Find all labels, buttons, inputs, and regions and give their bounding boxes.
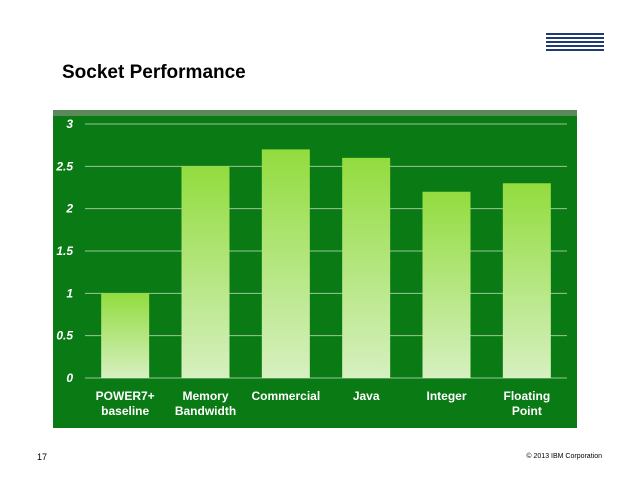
bar (181, 166, 230, 378)
slide-title: Socket Performance (62, 62, 246, 83)
y-tick-label: 1.5 (56, 244, 73, 258)
category-label: Bandwidth (175, 404, 236, 418)
bar (342, 157, 391, 378)
chart-top-band (53, 110, 577, 116)
bar (502, 183, 551, 378)
copyright-notice: © 2013 IBM Corporation (526, 453, 602, 460)
y-tick-label: 1 (66, 286, 73, 300)
category-label: Java (353, 389, 380, 403)
ibm-logo: IBM (546, 32, 604, 54)
y-tick-label: 0.5 (56, 329, 73, 343)
ibm-logo-text: IBM (553, 32, 597, 54)
y-axis: 0 0.5 1 1.5 2 2.5 3 (55, 117, 73, 385)
category-label: baseline (101, 404, 149, 418)
category-label: Floating (503, 389, 550, 403)
chart-background (53, 110, 577, 428)
bar-chart: 0 0.5 1 1.5 2 2.5 3 POWER7+baseline MemoryBandw… (53, 110, 577, 428)
y-tick-label: 0 (66, 371, 73, 385)
bars (101, 149, 551, 378)
bar (101, 293, 150, 378)
y-tick-label: 3 (66, 117, 73, 131)
gridlines (85, 123, 567, 379)
category-label: Commercial (251, 389, 320, 403)
y-tick-label: 2 (65, 202, 73, 216)
category-label: Point (512, 404, 542, 418)
ibm-logo-stripes (546, 33, 604, 51)
category-label: POWER7+ (96, 389, 155, 403)
slide-number: 17 (37, 452, 48, 462)
bar (422, 191, 471, 378)
bar (261, 149, 310, 378)
y-tick-label: 2.5 (55, 159, 73, 173)
category-label: Integer (426, 389, 466, 403)
category-label: Memory (182, 389, 228, 403)
